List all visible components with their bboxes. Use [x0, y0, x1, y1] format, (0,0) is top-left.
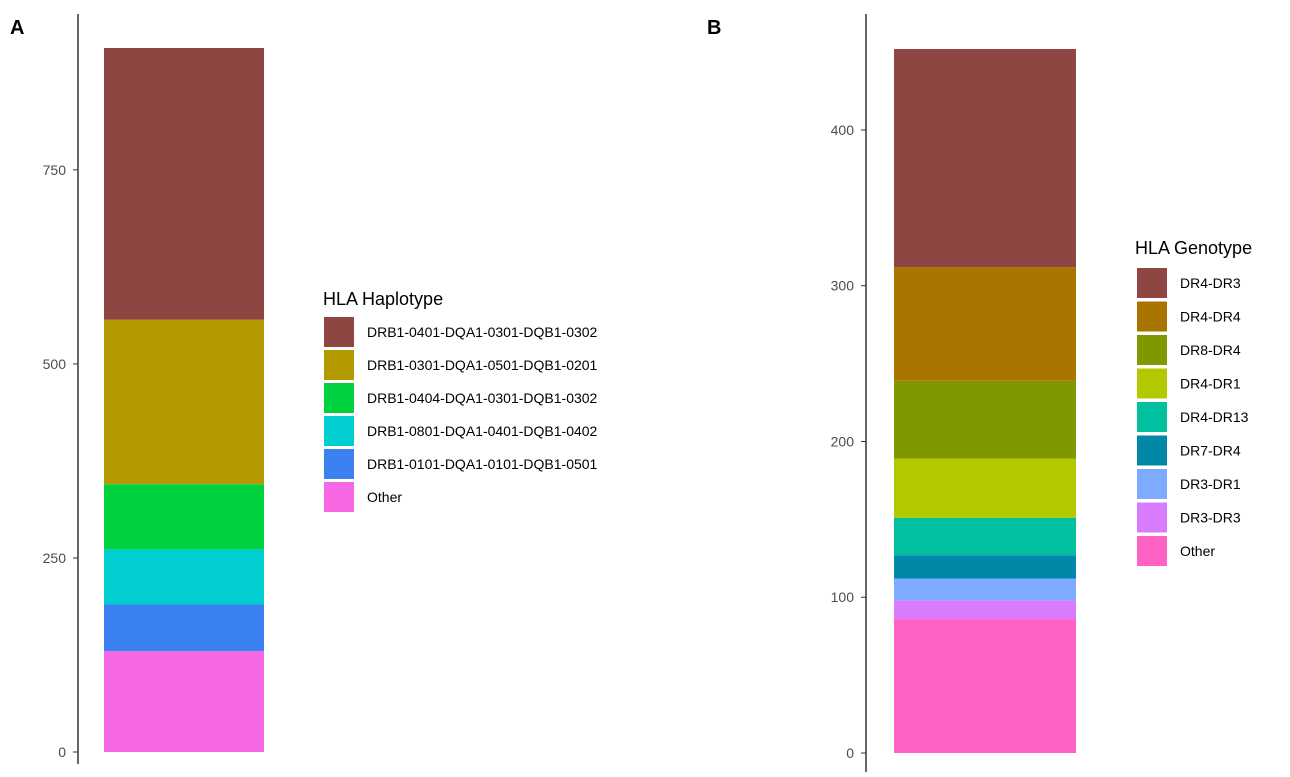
panel-a: A 0 250 500 750 HLA Haplotype DRB1-0401-DQA1-0…: [10, 14, 598, 764]
y-tick-label: 100: [831, 589, 855, 605]
bar-segment-drb1-0404-dqa1-0301-dqb1-0302: [104, 484, 264, 550]
legend-label: DR4-DR1: [1180, 376, 1241, 392]
bar-segment-dr4-dr3: [894, 49, 1076, 268]
legend-label: Other: [367, 489, 402, 505]
y-tick-label: 400: [831, 122, 855, 138]
bar-segment-drb1-0801-dqa1-0401-dqb1-0402: [104, 549, 264, 605]
legend-label: DRB1-0101-DQA1-0101-DQB1-0501: [367, 456, 598, 472]
bar-segment-dr4-dr13: [894, 517, 1076, 556]
bar-segment-other: [894, 619, 1076, 753]
legend-label: DR4-DR13: [1180, 409, 1249, 425]
legend-key: [324, 350, 354, 380]
legend-label: DR4-DR4: [1180, 309, 1241, 325]
panel-label: A: [10, 17, 24, 39]
legend-key: [324, 317, 354, 347]
legend-key: [1137, 301, 1167, 332]
bar-segment-dr3-dr3: [894, 600, 1076, 620]
bar-segment-drb1-0101-dqa1-0101-dqb1-0501: [104, 604, 264, 652]
bar-segment-other: [104, 651, 264, 752]
legend-label: DRB1-0401-DQA1-0301-DQB1-0302: [367, 324, 598, 340]
legend-key: [324, 449, 354, 479]
panel-label: B: [707, 17, 721, 39]
y-tick-label: 0: [58, 744, 66, 760]
y-tick-label: 200: [831, 433, 855, 449]
y-tick-label: 500: [43, 356, 67, 372]
legend-label: DR3-DR1: [1180, 476, 1241, 492]
panel-b: B 0 100 200 300 400 HLA Genotype DR4-DR3 DR4-DR4…: [707, 14, 1252, 772]
bar-segment-dr4-dr4: [894, 267, 1076, 381]
legend-label: DR7-DR4: [1180, 443, 1241, 459]
legend-key: [1137, 368, 1167, 399]
legend-key: [1137, 469, 1167, 499]
legend-key: [1137, 536, 1167, 566]
legend-label: DRB1-0801-DQA1-0401-DQB1-0402: [367, 423, 598, 439]
bar-segment-dr4-dr1: [894, 458, 1076, 518]
bar-segment-dr7-dr4: [894, 555, 1076, 579]
legend-key: [324, 416, 354, 446]
legend-title: HLA Genotype: [1135, 238, 1252, 258]
y-tick-label: 0: [846, 745, 854, 761]
y-tick-label: 750: [43, 162, 67, 178]
legend-label: DR4-DR3: [1180, 275, 1241, 291]
legend-key: [1137, 402, 1167, 432]
legend-label: DRB1-0404-DQA1-0301-DQB1-0302: [367, 390, 598, 406]
legend-key: [1137, 502, 1167, 533]
bar-segment-dr8-dr4: [894, 380, 1076, 459]
bar-segment-drb1-0401-dqa1-0301-dqb1-0302: [104, 48, 264, 320]
legend-key: [1137, 335, 1167, 365]
legend-key: [324, 482, 354, 512]
y-tick-label: 250: [43, 550, 67, 566]
legend-label: DRB1-0301-DQA1-0501-DQB1-0201: [367, 357, 598, 373]
bar-segment-drb1-0301-dqa1-0501-dqb1-0201: [104, 319, 264, 485]
legend-title: HLA Haplotype: [323, 289, 443, 309]
bar-segment-dr3-dr1: [894, 578, 1076, 601]
legend-key: [1137, 268, 1167, 298]
legend-label: Other: [1180, 543, 1215, 559]
legend-label: DR3-DR3: [1180, 510, 1241, 526]
legend-key: [1137, 435, 1167, 466]
y-tick-label: 300: [831, 278, 855, 294]
legend-label: DR8-DR4: [1180, 342, 1241, 358]
legend-key: [324, 383, 354, 413]
